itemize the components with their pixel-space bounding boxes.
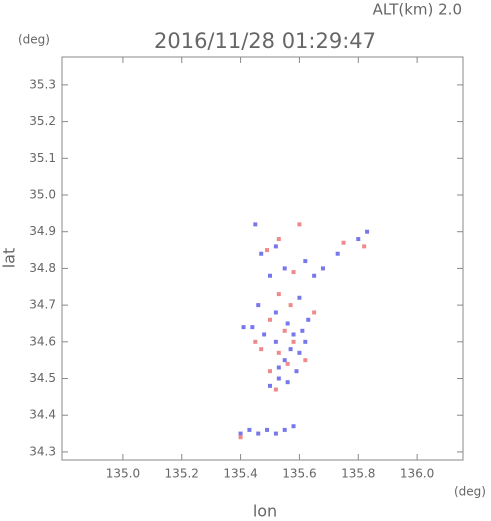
echo-point [282,328,287,333]
echo-point [241,325,246,330]
y-tick-label: 34.5 [29,371,56,385]
echo-point [312,273,317,278]
x-tick-label: 135.0 [106,467,140,481]
y-tick-label: 34.7 [29,298,56,312]
y-tick-label: 35.1 [29,151,56,165]
echo-point [294,369,299,374]
altitude-label: ALT(km) 2.0 [373,1,462,19]
y-axis-label: lat [0,248,19,269]
echo-point [291,270,296,275]
echo-point [268,369,273,374]
y-tick-label: 34.8 [29,261,56,275]
echo-point [291,424,296,429]
echo-point [312,310,317,315]
y-tick-label: 34.4 [29,408,56,422]
echo-point [288,347,293,352]
echo-point [288,303,293,308]
echo-point [250,325,255,330]
y-tick-label: 34.6 [29,334,56,348]
echo-point [273,431,278,436]
echo-point [253,222,258,227]
echo-point [291,339,296,344]
echo-point [265,427,270,432]
echo-point [297,222,302,227]
echo-point [291,332,296,337]
echo-point [273,310,278,315]
echo-point [306,317,311,322]
echo-point [268,383,273,388]
x-tick-label: 135.8 [341,467,375,481]
echo-point [282,427,287,432]
echo-point [297,295,302,300]
echo-point [297,350,302,355]
echo-point [253,339,258,344]
x-tick-label: 135.6 [282,467,316,481]
x-unit: (deg) [454,485,486,499]
plot-frame [61,56,464,461]
echo-point [356,237,361,242]
x-tick-label: 135.4 [223,467,257,481]
x-tick-label: 135.2 [165,467,199,481]
echo-point [300,328,305,333]
echo-point [247,427,252,432]
echo-point [273,387,278,392]
echo-point [285,361,290,366]
echo-point [262,332,267,337]
echo-point [276,292,281,297]
echo-point [256,303,261,308]
echo-point [276,365,281,370]
echo-point [282,266,287,271]
y-tick-label: 35.3 [29,77,56,91]
echo-point [303,358,308,363]
echo-point [285,380,290,385]
y-tick-label: 34.9 [29,224,56,238]
y-tick-label: 34.3 [29,444,56,458]
y-tick-label: 35.0 [29,188,56,202]
echo-point [238,435,243,440]
echo-point [276,350,281,355]
echo-point [303,339,308,344]
echo-point [362,244,367,249]
y-unit: (deg) [18,33,50,47]
echo-point [341,240,346,245]
echo-point [285,321,290,326]
echo-point [256,431,261,436]
echo-point [365,229,370,234]
echo-point [238,431,243,436]
echo-point [273,244,278,249]
x-tick-label: 136.0 [400,467,434,481]
echo-point [265,248,270,253]
echo-point [282,358,287,363]
x-axis-label: lon [253,502,277,521]
chart-title: 2016/11/28 01:29:47 [154,29,376,53]
echo-point [335,251,340,256]
echo-point [259,251,264,256]
echo-point [320,266,325,271]
echo-point [276,237,281,242]
echo-point [303,259,308,264]
echo-point [276,376,281,381]
echo-point [268,317,273,322]
echo-point [259,347,264,352]
y-tick-label: 35.2 [29,114,56,128]
echo-point [273,339,278,344]
echo-point [268,273,273,278]
